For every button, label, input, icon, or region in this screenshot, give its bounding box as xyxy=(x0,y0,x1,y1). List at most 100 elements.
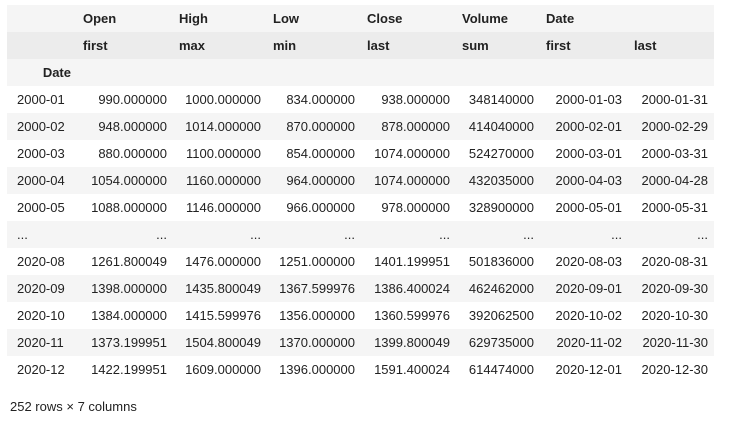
table-row: 2020-12 1422.199951 1609.000000 1396.000000… xyxy=(7,356,714,383)
table-cell: 2000-02-01 xyxy=(540,113,628,140)
table-row: 2000-01 990.000000 1000.000000 834.000000 93… xyxy=(7,86,714,113)
table-cell: ... xyxy=(628,221,714,248)
column-subheader: last xyxy=(628,32,714,59)
table-cell: 501836000 xyxy=(456,248,540,275)
row-index-cell: 2020-09 xyxy=(7,275,77,302)
table-row: 2000-05 1088.000000 1146.000000 966.000000 9… xyxy=(7,194,714,221)
table-cell: 978.000000 xyxy=(361,194,456,221)
table-cell: 2000-02-29 xyxy=(628,113,714,140)
row-index-cell: 2000-04 xyxy=(7,167,77,194)
table-cell: 392062500 xyxy=(456,302,540,329)
index-name-header: Date xyxy=(7,59,77,86)
row-index-cell: ... xyxy=(7,221,77,248)
table-cell: 1476.000000 xyxy=(173,248,267,275)
column-header: Date xyxy=(540,5,628,32)
table-cell: 1367.599976 xyxy=(267,275,361,302)
table-cell: 966.000000 xyxy=(267,194,361,221)
table-cell: 2020-10-30 xyxy=(628,302,714,329)
header-row-index-name: Date xyxy=(7,59,714,86)
table-cell: 1399.800049 xyxy=(361,329,456,356)
table-cell: 1373.199951 xyxy=(77,329,173,356)
table-cell: 2020-12-30 xyxy=(628,356,714,383)
table-cell: 629735000 xyxy=(456,329,540,356)
row-index-cell: 2000-03 xyxy=(7,140,77,167)
column-subheader: sum xyxy=(456,32,540,59)
column-header xyxy=(628,5,714,32)
table-cell: 2000-01-31 xyxy=(628,86,714,113)
table-cell: 1401.199951 xyxy=(361,248,456,275)
row-index-cell: 2000-01 xyxy=(7,86,77,113)
row-index-cell: 2020-10 xyxy=(7,302,77,329)
table-cell: 414040000 xyxy=(456,113,540,140)
table-cell: ... xyxy=(540,221,628,248)
table-row: ........................ xyxy=(7,221,714,248)
table-cell: 1074.000000 xyxy=(361,167,456,194)
column-subheader xyxy=(7,32,77,59)
table-cell: ... xyxy=(173,221,267,248)
table-cell: 964.000000 xyxy=(267,167,361,194)
column-subheader: first xyxy=(77,32,173,59)
table-row: 2000-02 948.000000 1014.000000 870.000000 87… xyxy=(7,113,714,140)
table-cell: 1396.000000 xyxy=(267,356,361,383)
table-cell: 2000-03-31 xyxy=(628,140,714,167)
table-cell: 2000-05-31 xyxy=(628,194,714,221)
table-cell: 614474000 xyxy=(456,356,540,383)
header-row-level1: Open High Low Close Volume Date xyxy=(7,5,714,32)
table-cell: 1398.000000 xyxy=(77,275,173,302)
table-cell: 2020-08-31 xyxy=(628,248,714,275)
table-cell: 2000-01-03 xyxy=(540,86,628,113)
empty-header-cell xyxy=(456,59,540,86)
header-row-level2: first max min last sum first last xyxy=(7,32,714,59)
table-cell: 2000-03-01 xyxy=(540,140,628,167)
table-cell: 432035000 xyxy=(456,167,540,194)
table-cell: 1415.599976 xyxy=(173,302,267,329)
table-cell: 834.000000 xyxy=(267,86,361,113)
column-subheader: max xyxy=(173,32,267,59)
table-cell: 1591.400024 xyxy=(361,356,456,383)
column-header: Volume xyxy=(456,5,540,32)
table-cell: 348140000 xyxy=(456,86,540,113)
table-cell: 2020-09-01 xyxy=(540,275,628,302)
table-cell: 1160.000000 xyxy=(173,167,267,194)
table-cell: 1074.000000 xyxy=(361,140,456,167)
empty-header-cell xyxy=(77,59,173,86)
table-cell: 1356.000000 xyxy=(267,302,361,329)
table-cell: 2020-11-02 xyxy=(540,329,628,356)
table-row: 2000-04 1054.000000 1160.000000 964.000000 1… xyxy=(7,167,714,194)
table-cell: 1014.000000 xyxy=(173,113,267,140)
dataframe-table: Open High Low Close Volume Date first ma… xyxy=(7,5,714,383)
empty-header-cell xyxy=(361,59,456,86)
empty-header-cell xyxy=(628,59,714,86)
table-cell: 1088.000000 xyxy=(77,194,173,221)
table-row: 2020-09 1398.000000 1435.800049 1367.599976… xyxy=(7,275,714,302)
table-row: 2020-10 1384.000000 1415.599976 1356.000000… xyxy=(7,302,714,329)
table-body: 2000-01 990.000000 1000.000000 834.000000 93… xyxy=(7,86,714,383)
table-row: 2020-11 1373.199951 1504.800049 1370.000000… xyxy=(7,329,714,356)
column-header: Open xyxy=(77,5,173,32)
table-cell: 2020-08-03 xyxy=(540,248,628,275)
table-row: 2000-03 880.000000 1100.000000 854.000000 10… xyxy=(7,140,714,167)
empty-header-cell xyxy=(267,59,361,86)
table-cell: 328900000 xyxy=(456,194,540,221)
table-cell: 1386.400024 xyxy=(361,275,456,302)
table-cell: ... xyxy=(456,221,540,248)
column-header xyxy=(7,5,77,32)
row-index-cell: 2000-05 xyxy=(7,194,77,221)
row-index-cell: 2020-11 xyxy=(7,329,77,356)
table-cell: 1370.000000 xyxy=(267,329,361,356)
row-index-cell: 2020-08 xyxy=(7,248,77,275)
table-cell: 2020-09-30 xyxy=(628,275,714,302)
table-cell: 1261.800049 xyxy=(77,248,173,275)
column-subheader: first xyxy=(540,32,628,59)
table-cell: 2000-04-28 xyxy=(628,167,714,194)
table-cell: 854.000000 xyxy=(267,140,361,167)
table-cell: 870.000000 xyxy=(267,113,361,140)
table-cell: 1435.800049 xyxy=(173,275,267,302)
dataframe-shape-summary: 252 rows × 7 columns xyxy=(10,399,137,414)
table-cell: 938.000000 xyxy=(361,86,456,113)
table-cell: 1000.000000 xyxy=(173,86,267,113)
table-cell: 2020-11-30 xyxy=(628,329,714,356)
empty-header-cell xyxy=(173,59,267,86)
table-cell: 880.000000 xyxy=(77,140,173,167)
table-cell: 1100.000000 xyxy=(173,140,267,167)
